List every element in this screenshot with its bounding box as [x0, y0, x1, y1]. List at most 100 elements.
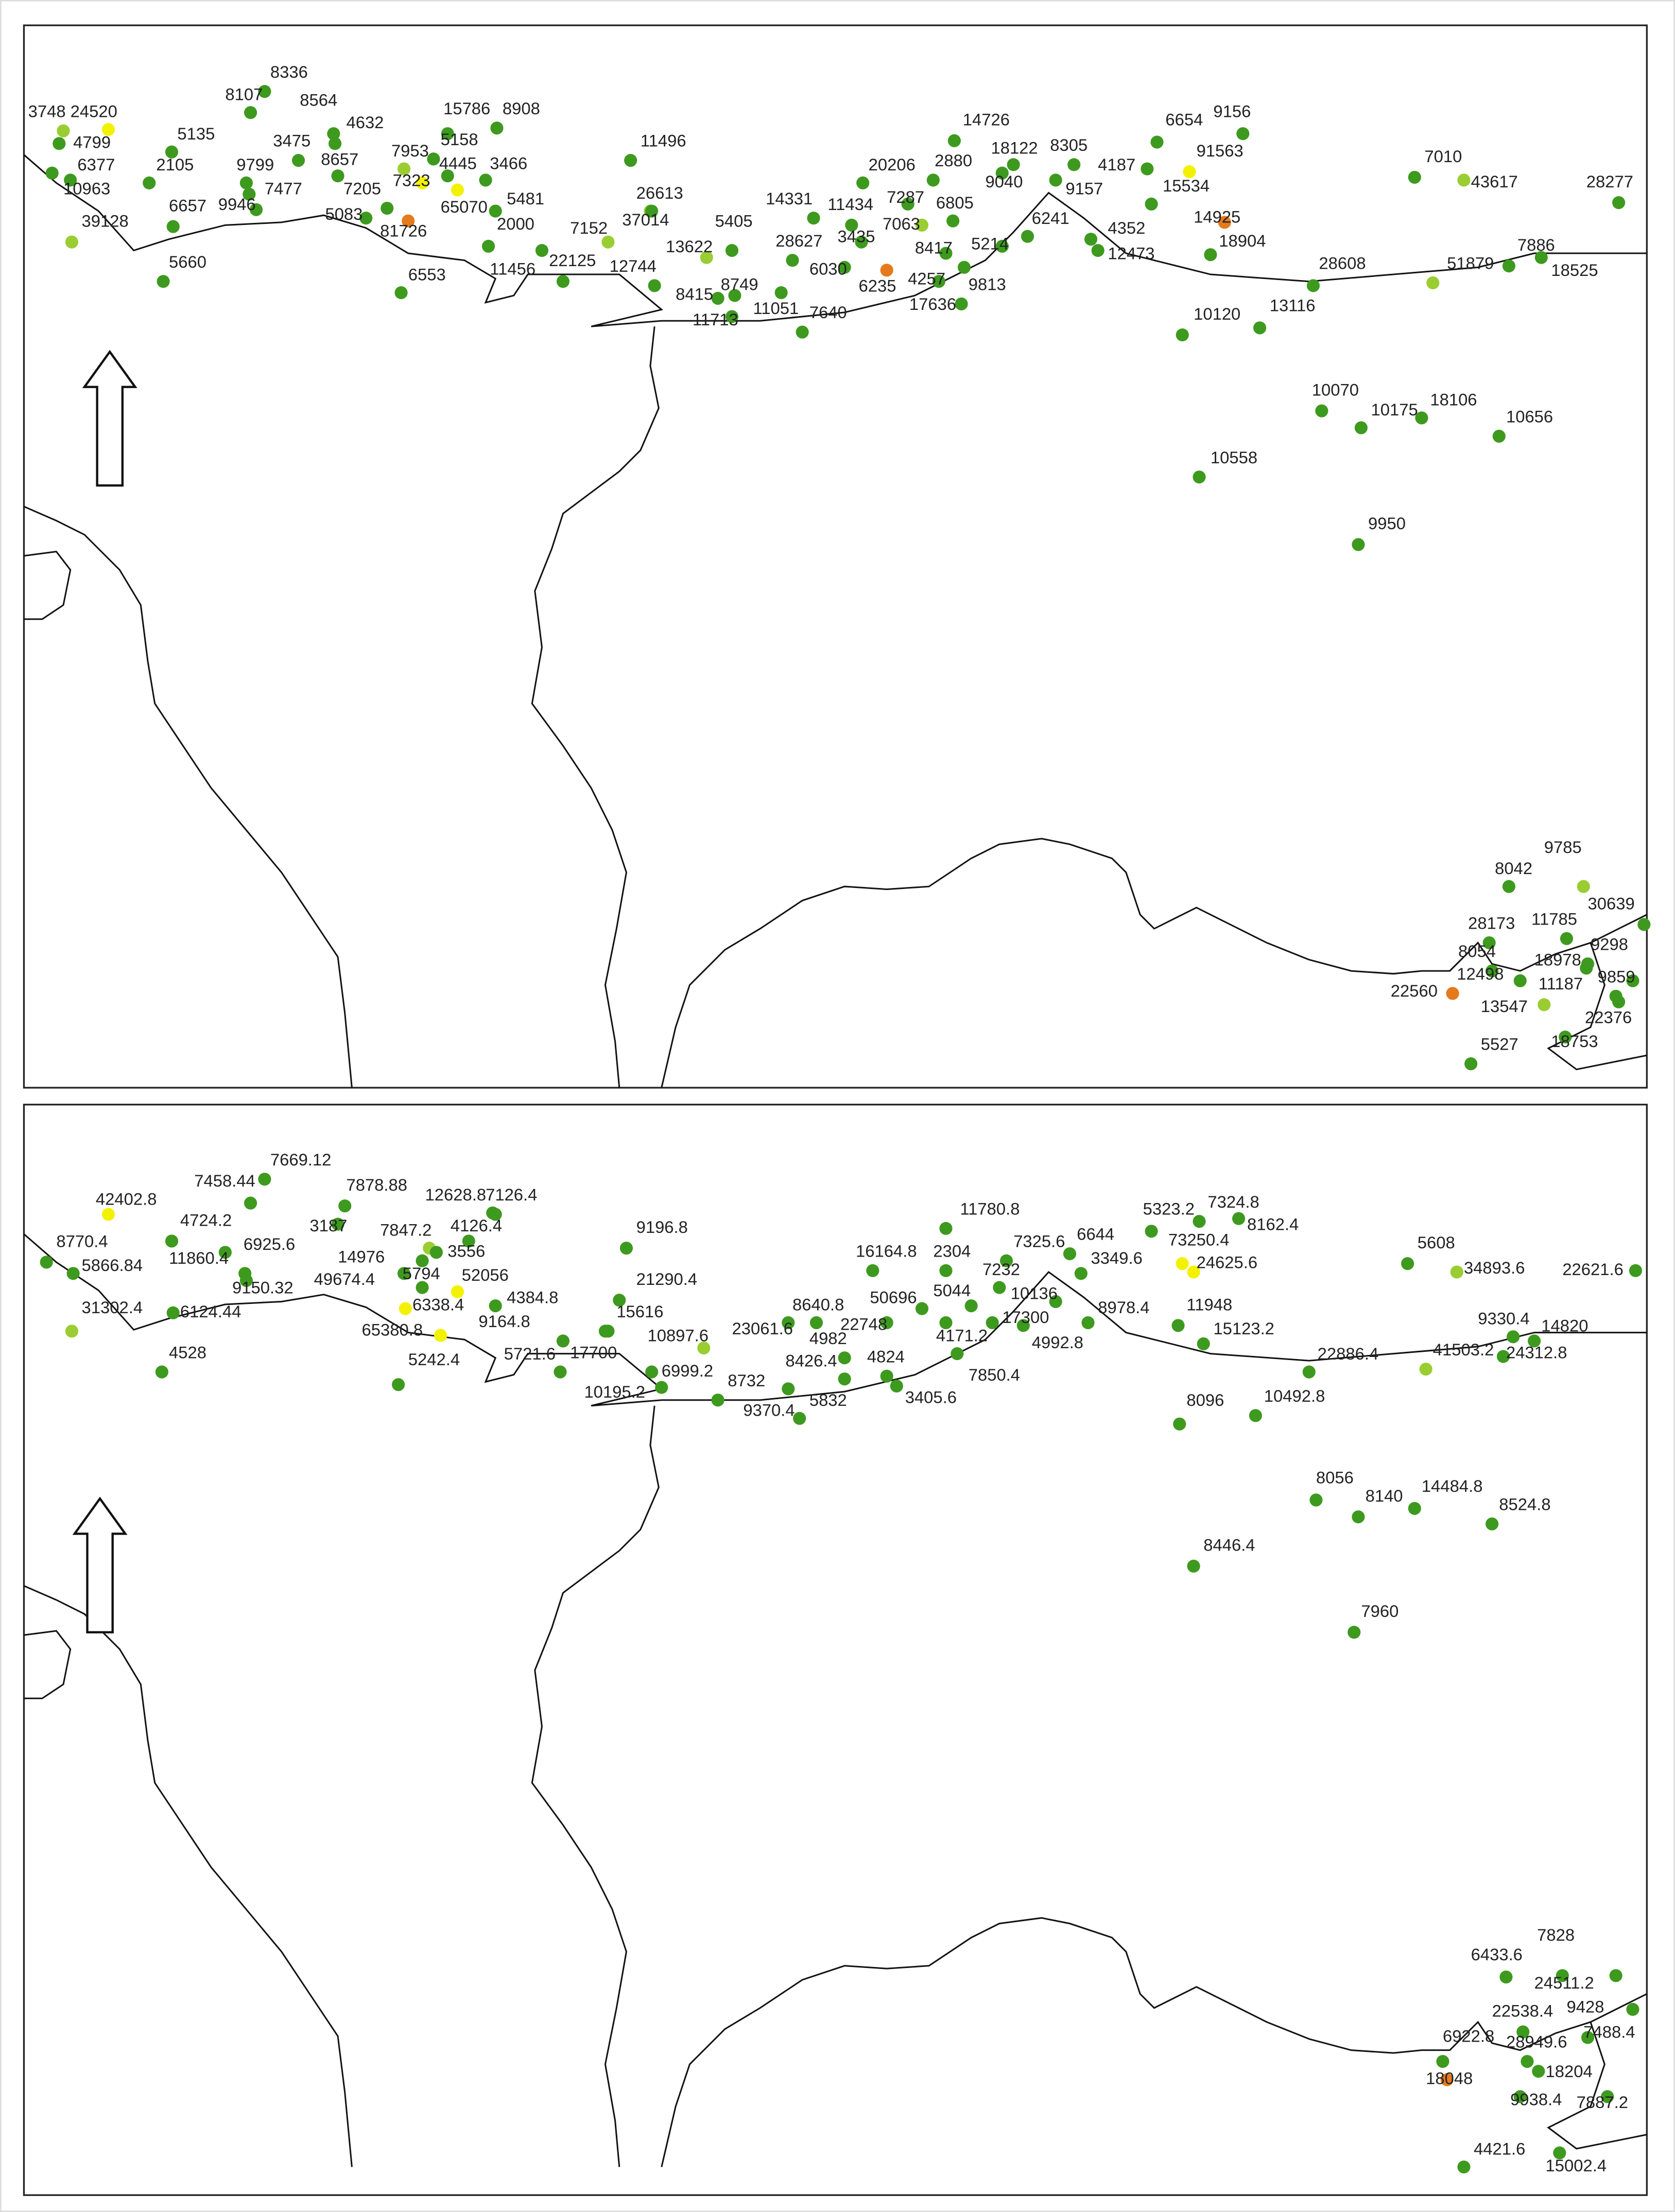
point-label: 7010 — [1424, 147, 1462, 166]
map-point — [1348, 1626, 1361, 1639]
point-label: 9157 — [1065, 179, 1103, 198]
point-label: 15786 — [443, 99, 490, 118]
point-label: 3435 — [838, 227, 875, 246]
point-label: 2304 — [933, 1241, 971, 1260]
point-label: 18904 — [1219, 231, 1266, 250]
point-label: 65070 — [441, 197, 488, 216]
map-point — [338, 1199, 352, 1213]
map-point — [451, 1285, 464, 1298]
point-label: 7488.4 — [1583, 2023, 1635, 2042]
point-label: 10656 — [1506, 407, 1553, 426]
map-point — [955, 297, 968, 311]
point-label: 17700 — [570, 1343, 617, 1362]
point-label: 22886.4 — [1318, 1344, 1379, 1363]
map-point — [1436, 2054, 1449, 2068]
map-point — [490, 121, 504, 135]
point-label: 13547 — [1481, 997, 1528, 1016]
map-point — [1408, 170, 1421, 184]
point-label: 11780.8 — [960, 1199, 1020, 1218]
point-label: 9938.4 — [1510, 2090, 1562, 2109]
map-point — [1528, 1334, 1541, 1348]
map-point — [143, 176, 156, 189]
map-point — [1236, 127, 1250, 141]
map-point — [1173, 1417, 1186, 1431]
point-label: 4992.8 — [1032, 1333, 1083, 1352]
point-label: 41503.2 — [1433, 1340, 1494, 1359]
point-label: 14331 — [766, 189, 813, 208]
map-point — [1150, 135, 1164, 149]
point-label: 7640 — [809, 303, 847, 322]
map-point — [807, 212, 820, 225]
map-point — [1637, 918, 1651, 931]
map-point — [1302, 1365, 1316, 1379]
point-label: 22538.4 — [1492, 2001, 1553, 2021]
map-point — [1187, 1265, 1200, 1279]
point-label: 73250.4 — [1168, 1230, 1230, 1249]
point-label: 17300 — [1002, 1308, 1049, 1327]
map-point — [1502, 259, 1516, 273]
point-label: 22560 — [1391, 981, 1438, 1000]
map-point — [1401, 1257, 1414, 1270]
map-point — [1352, 538, 1365, 551]
point-label: 8426.4 — [785, 1351, 837, 1370]
map-point — [725, 243, 739, 257]
map-point — [427, 152, 440, 166]
point-label: 6241 — [1032, 208, 1069, 228]
map-point — [165, 145, 179, 159]
point-label: 5405 — [715, 212, 753, 231]
map-point — [1499, 1970, 1513, 1984]
map-point — [1197, 1337, 1210, 1351]
map-point — [402, 214, 415, 228]
point-label: 14726 — [963, 110, 1010, 129]
point-label: 28949.6 — [1506, 2032, 1567, 2051]
map-point — [1074, 1267, 1087, 1280]
map-point — [45, 166, 59, 180]
map-point — [946, 214, 960, 228]
map-point — [218, 1246, 232, 1259]
map-point — [155, 1365, 168, 1379]
point-label: 7477 — [265, 179, 302, 198]
point-label: 8056 — [1316, 1468, 1354, 1487]
map-point — [782, 1382, 795, 1396]
map-point — [728, 289, 741, 302]
point-label: 6922.8 — [1443, 2027, 1494, 2046]
map-point — [392, 1378, 405, 1391]
point-label: 18525 — [1551, 260, 1598, 280]
map-point — [1084, 233, 1098, 246]
point-label: 6644 — [1077, 1225, 1114, 1244]
point-label: 7126.4 — [486, 1185, 537, 1204]
north-arrow — [72, 1496, 128, 1634]
point-label: 13116 — [1270, 296, 1316, 315]
map-point — [856, 176, 870, 189]
point-label: 8657 — [321, 149, 358, 168]
map-point — [725, 310, 739, 323]
map-point — [1007, 158, 1020, 171]
map-point — [239, 176, 253, 189]
point-label: 42402.8 — [96, 1189, 157, 1208]
point-label: 7847.2 — [380, 1220, 431, 1239]
point-label: 51879 — [1447, 254, 1494, 273]
point-label: 5083 — [325, 204, 362, 223]
point-label: 6999.2 — [662, 1361, 713, 1380]
point-label: 9330.4 — [1478, 1309, 1529, 1328]
map-point — [700, 251, 713, 264]
point-label: 4171.2 — [936, 1326, 988, 1345]
point-label: 9040 — [986, 172, 1023, 191]
map-point — [1081, 1316, 1095, 1330]
point-label: 9156 — [1213, 101, 1251, 120]
map-point — [1580, 962, 1593, 975]
map-point — [601, 235, 615, 249]
map-point — [986, 1316, 999, 1330]
map-point — [995, 239, 1009, 253]
point-label: 4528 — [169, 1343, 206, 1362]
point-label: 7232 — [982, 1260, 1020, 1279]
map-point — [648, 279, 661, 292]
point-label: 8042 — [1495, 859, 1532, 878]
point-label: 8054 — [1458, 942, 1496, 961]
map-point — [1516, 2025, 1530, 2039]
map-point — [556, 275, 570, 288]
point-label: 6338.4 — [412, 1295, 464, 1314]
point-label: 43617 — [1471, 172, 1518, 191]
point-label: 14820 — [1541, 1316, 1588, 1335]
